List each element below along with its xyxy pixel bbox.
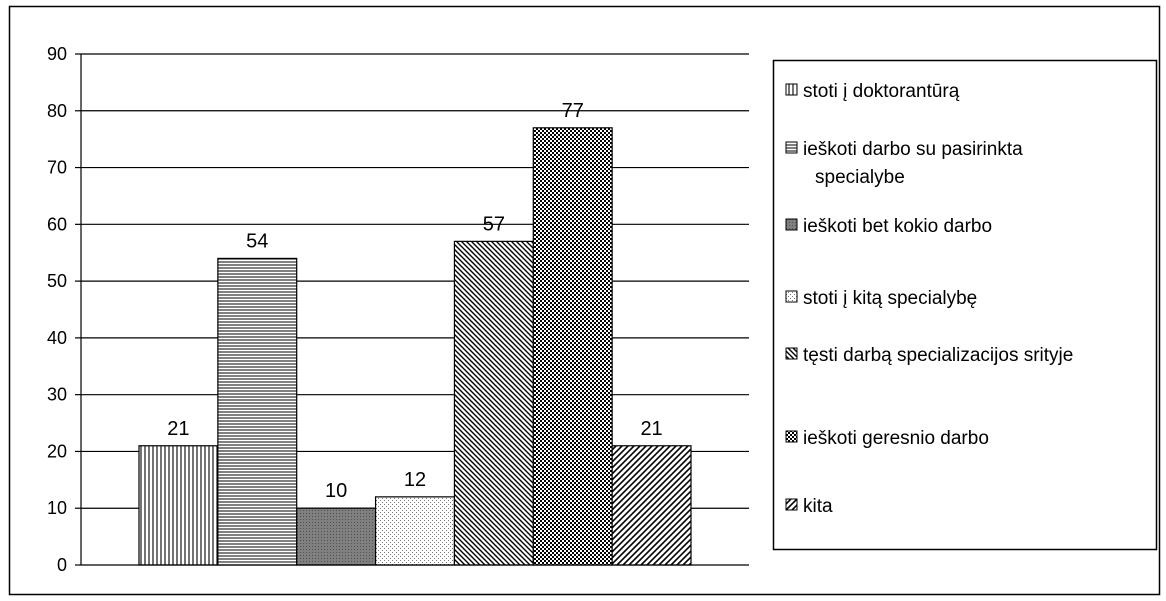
bar [453, 240, 534, 566]
legend-swatch [785, 290, 798, 303]
bar [374, 496, 456, 566]
data-label: 10 [325, 480, 347, 502]
plot-area: 0 10 20 30 40 50 60 70 80 90 21 54 10 12 57 77 21 [47, 44, 749, 575]
legend-label: stoti į doktorantūrą [803, 81, 960, 102]
legend-swatch [785, 347, 798, 360]
legend-label: ieškoti bet kokio darbo [803, 216, 992, 237]
legend-swatch [785, 141, 798, 154]
data-labels: 21 54 10 12 57 77 21 [167, 100, 662, 502]
y-axis-ticks: 0 10 20 30 40 50 60 70 80 90 [47, 44, 81, 575]
legend-label: ieškoti darbo su pasirinkta specialybe [803, 139, 1023, 188]
y-tick-label: 90 [47, 44, 67, 64]
legend: stoti į doktorantūrą ieškoti darbo su pas… [772, 59, 1158, 551]
data-label: 57 [483, 213, 505, 235]
legend-box [772, 59, 1158, 551]
legend-label: tęsti darbą specializacijos srityje [803, 345, 1073, 366]
y-tick-label: 20 [47, 441, 67, 461]
legend-label: stoti į kitą specialybę [803, 288, 977, 309]
data-label: 77 [562, 100, 584, 122]
legend-label: ieškoti geresnio darbo [803, 428, 989, 449]
y-tick-label: 60 [47, 214, 67, 234]
bar [138, 445, 219, 566]
data-label: 12 [404, 469, 426, 491]
bar [532, 127, 613, 566]
y-tick-label: 30 [47, 385, 67, 405]
bars [138, 127, 692, 566]
bar [296, 507, 377, 566]
data-label: 54 [246, 230, 268, 252]
legend-swatch [785, 498, 798, 511]
y-tick-label: 40 [47, 328, 67, 348]
y-tick-label: 50 [47, 271, 67, 291]
y-tick-label: 10 [47, 498, 67, 518]
legend-label: kita [803, 496, 833, 517]
bar [611, 445, 692, 566]
bar [217, 257, 298, 566]
data-label: 21 [640, 418, 662, 440]
y-tick-label: 80 [47, 101, 67, 121]
y-tick-label: 0 [57, 555, 67, 575]
legend-swatch [785, 83, 798, 96]
data-label: 21 [167, 418, 189, 440]
legend-swatch [785, 430, 798, 443]
y-tick-label: 70 [47, 158, 67, 178]
legend-swatch [785, 218, 798, 231]
